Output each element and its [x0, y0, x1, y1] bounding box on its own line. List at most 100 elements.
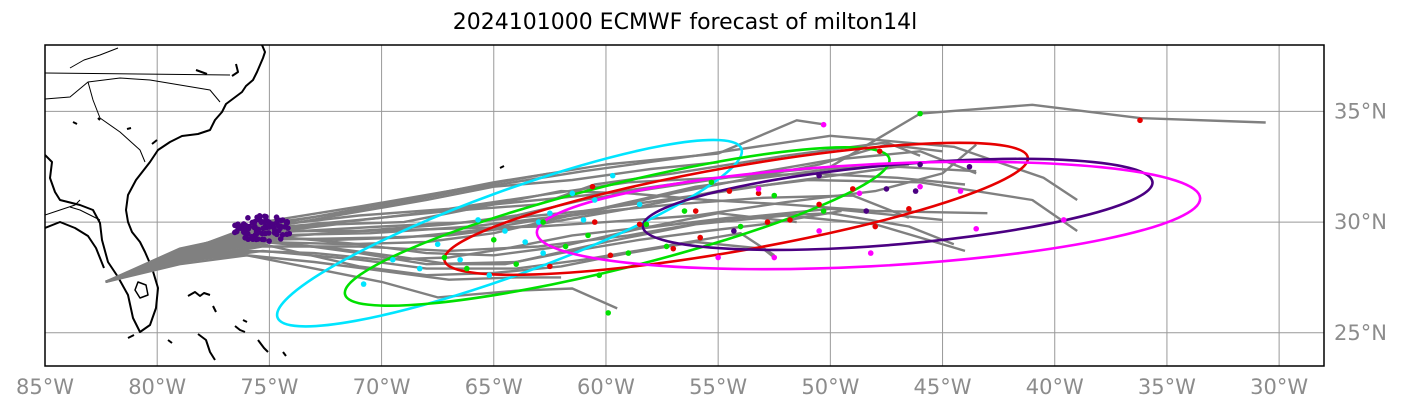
initial-point: [262, 230, 269, 237]
state-border: [69, 206, 101, 221]
forecast-point: [764, 219, 771, 225]
small-island: [151, 139, 158, 145]
forecast-point: [547, 263, 553, 270]
forecast-point: [535, 219, 542, 225]
forecast-point: [966, 163, 973, 170]
forecast-point: [486, 272, 493, 279]
initial-point: [266, 238, 272, 244]
forecast-point: [585, 232, 591, 239]
initial-point: [279, 232, 286, 238]
bahamas-island: [212, 305, 217, 313]
lat-tick-label: 30°N: [1334, 210, 1387, 234]
forecast-point: [663, 243, 670, 250]
forecast-point: [605, 310, 612, 316]
lon-tick-label: 40°W: [1026, 375, 1084, 399]
forecast-positions: [360, 110, 1143, 316]
bermuda: [499, 165, 505, 169]
forecast-point: [607, 252, 614, 259]
lon-tick-label: 30°W: [1250, 375, 1308, 399]
ensemble-track: [105, 240, 776, 284]
initial-point: [263, 213, 269, 220]
forecast-point: [692, 208, 699, 214]
forecast-point: [1060, 217, 1067, 223]
forecast-point: [787, 217, 793, 223]
initial-point: [284, 231, 290, 238]
forecast-point: [820, 121, 827, 128]
initial-point: [249, 233, 255, 240]
map-title: 2024101000 ECMWF forecast of milton14l: [452, 10, 918, 35]
lon-tick-label: 35°W: [1138, 375, 1196, 399]
ensemble-track: [105, 143, 943, 284]
initial-point: [279, 217, 286, 223]
forecast-point: [872, 223, 879, 230]
cyan-ellipse: [275, 138, 744, 328]
forecast-point: [876, 148, 883, 155]
forecast-point: [591, 219, 598, 225]
initial-point: [266, 224, 273, 230]
forecast-point: [1137, 117, 1143, 124]
ensemble-track: [105, 212, 797, 284]
state-border: [45, 72, 231, 76]
forecast-point: [883, 186, 890, 192]
map-frame: [44, 44, 1325, 367]
forecast-point: [917, 183, 923, 190]
forecast-point: [490, 237, 497, 243]
ensemble-track: [105, 161, 719, 284]
forecast-point: [917, 110, 923, 117]
island-inlet: [231, 63, 239, 77]
forecast-point: [562, 243, 569, 250]
forecast-point: [816, 228, 822, 234]
initial-point: [241, 227, 247, 234]
forecast-point: [816, 172, 822, 179]
initial-point: [275, 222, 282, 229]
lon-tick-label: 85°W: [16, 375, 74, 399]
forecast-point: [731, 228, 737, 234]
coastline: [45, 45, 505, 361]
initial-point: [235, 225, 242, 232]
forecast-point: [917, 161, 923, 168]
forecast-point: [589, 183, 596, 190]
forecast-point: [596, 272, 603, 279]
forecast-point: [708, 179, 715, 186]
ensemble-track: [105, 254, 562, 284]
forecast-point: [591, 197, 598, 203]
forecast-point: [856, 190, 863, 197]
initial-point: [274, 231, 280, 238]
state-border: [87, 81, 146, 163]
small-island: [97, 117, 101, 121]
state-border: [69, 47, 119, 69]
forecast-point: [441, 254, 448, 261]
forecast-point: [547, 210, 553, 217]
forecast-point: [849, 186, 856, 192]
forecast-point: [457, 256, 463, 263]
small-island: [126, 127, 132, 130]
forecast-point: [863, 208, 870, 214]
forecast-point: [636, 201, 643, 208]
graticule: [44, 45, 1324, 366]
forecast-point: [625, 250, 632, 256]
forecast-point: [360, 281, 367, 287]
forecast-point: [475, 217, 481, 223]
forecast-point: [957, 188, 964, 194]
ensemble-track: [105, 103, 1266, 283]
lat-tick-label: 35°N: [1334, 99, 1387, 123]
bahamas-island: [187, 291, 211, 297]
forecast-point: [636, 221, 643, 228]
bahamas-island: [257, 339, 269, 353]
forecast-point: [434, 241, 441, 248]
forecast-point: [569, 190, 576, 197]
lon-tick-label: 50°W: [801, 375, 859, 399]
initial-point: [253, 228, 260, 235]
lon-tick-label: 65°W: [465, 375, 523, 399]
forecast-point: [912, 188, 919, 194]
initial-point: [231, 229, 238, 236]
forecast-point: [540, 250, 546, 256]
cuba-coast: [197, 333, 216, 361]
lon-tick-label: 80°W: [128, 375, 186, 399]
magenta-ellipse: [535, 160, 1202, 271]
forecast-point: [755, 190, 762, 197]
ensemble-tracks: [105, 103, 1266, 310]
forecast-point: [502, 228, 508, 234]
gulf-coastline: [45, 221, 105, 269]
